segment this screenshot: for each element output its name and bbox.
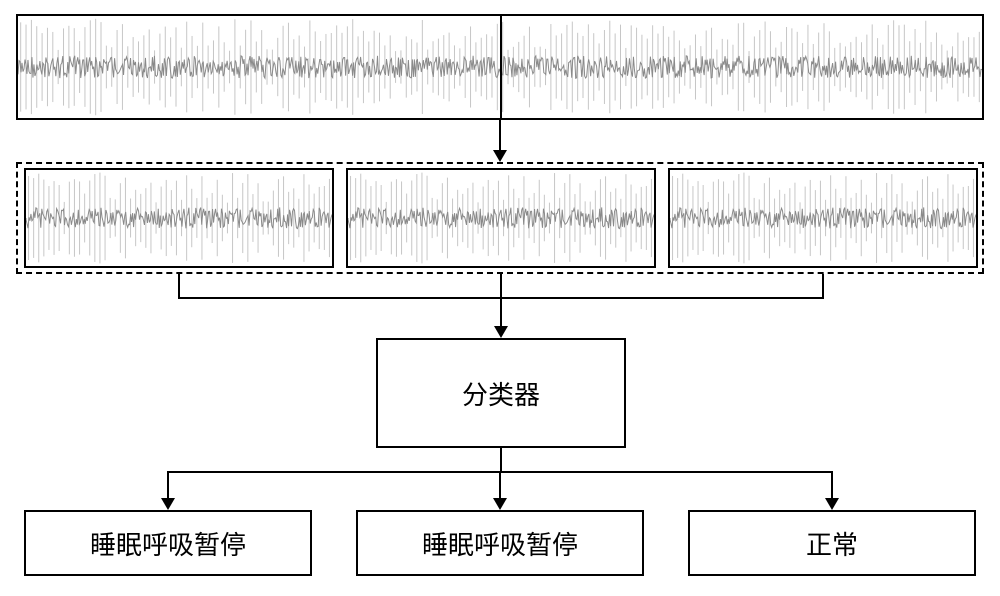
out-drop-3 [831, 472, 833, 498]
segment-waveform-1 [24, 168, 334, 268]
output-box-1: 睡眠呼吸暂停 [24, 510, 312, 576]
arrow-to-output-3 [825, 498, 839, 510]
output-label-1: 睡眠呼吸暂停 [90, 525, 246, 562]
arrow-top-to-segments-line [499, 120, 501, 150]
arrow-to-classifier-head [494, 326, 508, 338]
output-box-2: 睡眠呼吸暂停 [356, 510, 644, 576]
arrow-to-output-2 [493, 498, 507, 510]
classifier-box: 分类器 [376, 338, 626, 448]
input-waveform-divider [500, 14, 502, 120]
output-box-3: 正常 [688, 510, 976, 576]
classifier-label: 分类器 [462, 375, 540, 412]
arrow-top-to-segments-head [493, 150, 507, 162]
segment-waveform-3 [668, 168, 978, 268]
output-label-2: 睡眠呼吸暂停 [422, 525, 578, 562]
seg-drop-2 [500, 274, 502, 298]
out-drop-1 [167, 472, 169, 498]
cls-drop [500, 448, 502, 472]
arrow-to-output-1 [161, 498, 175, 510]
segment-waveform-2 [346, 168, 656, 268]
seg-drop-3 [822, 274, 824, 298]
diagram-canvas: 分类器睡眠呼吸暂停 睡眠呼吸暂停 正常 [10, 10, 990, 586]
output-label-3: 正常 [806, 525, 858, 562]
out-drop-2 [499, 472, 501, 498]
seg-drop-1 [178, 274, 180, 298]
seg-bus-to-classifier [500, 298, 502, 326]
